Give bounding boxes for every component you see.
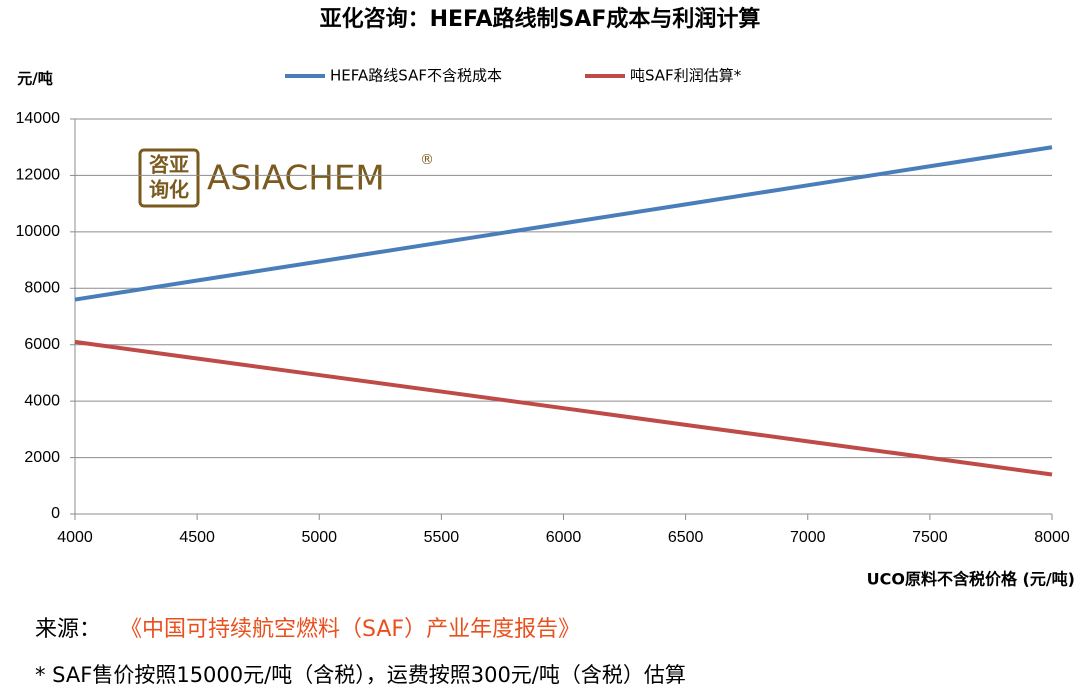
- logo: 咨亚 询化 ASIACHEM ®: [138, 148, 434, 208]
- y-tick-label: 8000: [24, 280, 60, 297]
- y-tick-label: 2000: [24, 449, 60, 466]
- y-unit: 元/吨: [17, 70, 52, 88]
- logo-name: ASIACHEM: [207, 159, 385, 199]
- logo-reg: ®: [420, 152, 434, 168]
- x-tick-label: 4000: [57, 529, 93, 546]
- x-tick-label: 5000: [301, 529, 337, 546]
- legend-label: 吨SAF利润估算*: [630, 67, 742, 85]
- line: [74, 145, 1053, 302]
- footnote: * SAF售价按照15000元/吨（含税），运费按照300元/吨（含税）估算: [35, 663, 686, 687]
- x-tick-label: 5500: [424, 529, 460, 546]
- logo-frame: [138, 148, 200, 208]
- line: [74, 339, 1053, 477]
- y-tick-label: 10000: [16, 223, 61, 240]
- x-tick-label: 7500: [912, 529, 948, 546]
- x-tick-label: 6000: [546, 529, 582, 546]
- logo-mark: 询化: [149, 178, 189, 202]
- logo-mark: 咨亚: [149, 153, 189, 177]
- source-title: 《中国可持续航空燃料（SAF）产业年度报告》: [120, 617, 580, 642]
- chart-title: 亚化咨询：HEFA路线制SAF成本与利润计算: [320, 6, 761, 32]
- y-tick-label: 6000: [24, 336, 60, 353]
- x-tick-label: 4500: [179, 529, 215, 546]
- x-tick-label: 6500: [668, 529, 704, 546]
- y-tick-label: 4000: [24, 392, 60, 409]
- x-tick-label: 8000: [1034, 529, 1070, 546]
- x-axis-label: UCO原料不含税价格 (元/吨): [867, 570, 1075, 589]
- source-label: 来源：: [35, 617, 101, 642]
- y-tick-label: 0: [51, 505, 60, 522]
- x-tick-label: 7000: [790, 529, 826, 546]
- y-tick-label: 14000: [16, 110, 61, 127]
- y-tick-label: 12000: [16, 167, 61, 184]
- legend-label: HEFA路线SAF不含税成本: [330, 67, 502, 85]
